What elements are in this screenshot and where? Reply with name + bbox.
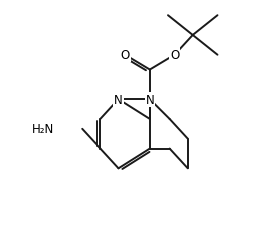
- Text: O: O: [170, 49, 179, 62]
- Text: O: O: [120, 49, 130, 62]
- Text: N: N: [114, 93, 123, 106]
- Text: N: N: [146, 93, 154, 106]
- Text: H₂N: H₂N: [32, 123, 54, 136]
